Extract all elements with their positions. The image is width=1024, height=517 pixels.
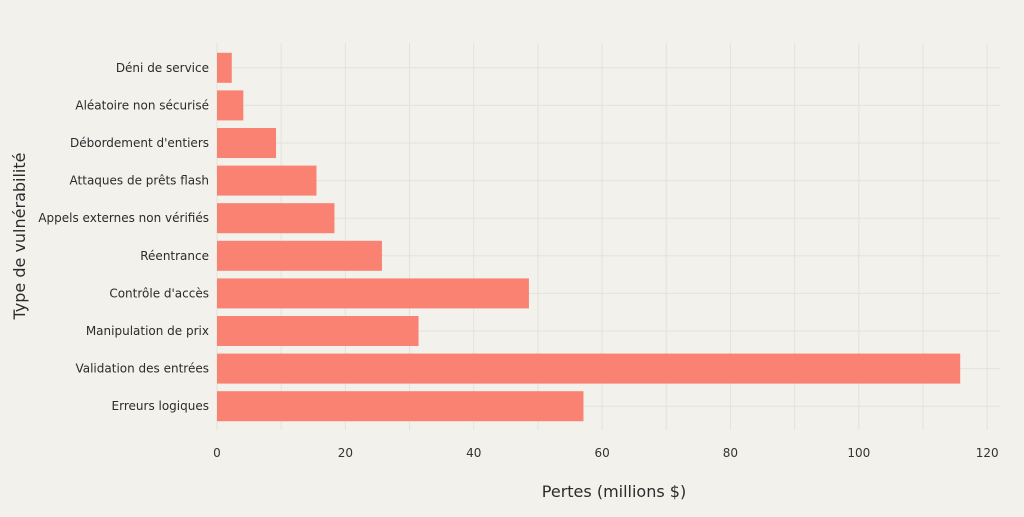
bar [217, 203, 335, 234]
bar [217, 316, 419, 346]
category-labels: Déni de service Aléatoire non sécurisé Déb… [38, 61, 209, 413]
bars [217, 52, 961, 422]
bar [217, 52, 232, 83]
bar [217, 353, 961, 384]
bar [217, 165, 317, 196]
bar [217, 90, 244, 121]
x-tick-label: 60 [594, 446, 609, 460]
x-tick-label: 20 [338, 446, 353, 460]
bar [217, 391, 584, 422]
category-label: Appels externes non vérifiés [38, 211, 209, 225]
bar [217, 128, 277, 158]
category-label: Réentrance [140, 249, 209, 263]
category-label: Contrôle d'accès [109, 286, 209, 300]
x-tick-label: 100 [847, 446, 870, 460]
category-label: Attaques de prêts flash [70, 174, 209, 188]
x-tick-labels: 0 20 40 60 80 100 120 [213, 446, 998, 460]
bar [217, 278, 529, 309]
x-axis-title: Pertes (millions $) [542, 482, 686, 501]
x-tick-label: 0 [213, 446, 221, 460]
category-label: Déni de service [116, 61, 209, 75]
category-label: Aléatoire non sécurisé [75, 98, 209, 112]
bar [217, 240, 382, 271]
category-label: Manipulation de prix [86, 324, 209, 338]
x-tick-label: 80 [723, 446, 738, 460]
y-axis-title: Type de vulnérabilité [10, 153, 29, 321]
x-tick-label: 40 [466, 446, 481, 460]
category-label: Débordement d'entiers [70, 136, 209, 150]
x-tick-label: 120 [976, 446, 999, 460]
category-label: Erreurs logiques [112, 399, 209, 413]
category-label: Validation des entrées [75, 362, 209, 376]
